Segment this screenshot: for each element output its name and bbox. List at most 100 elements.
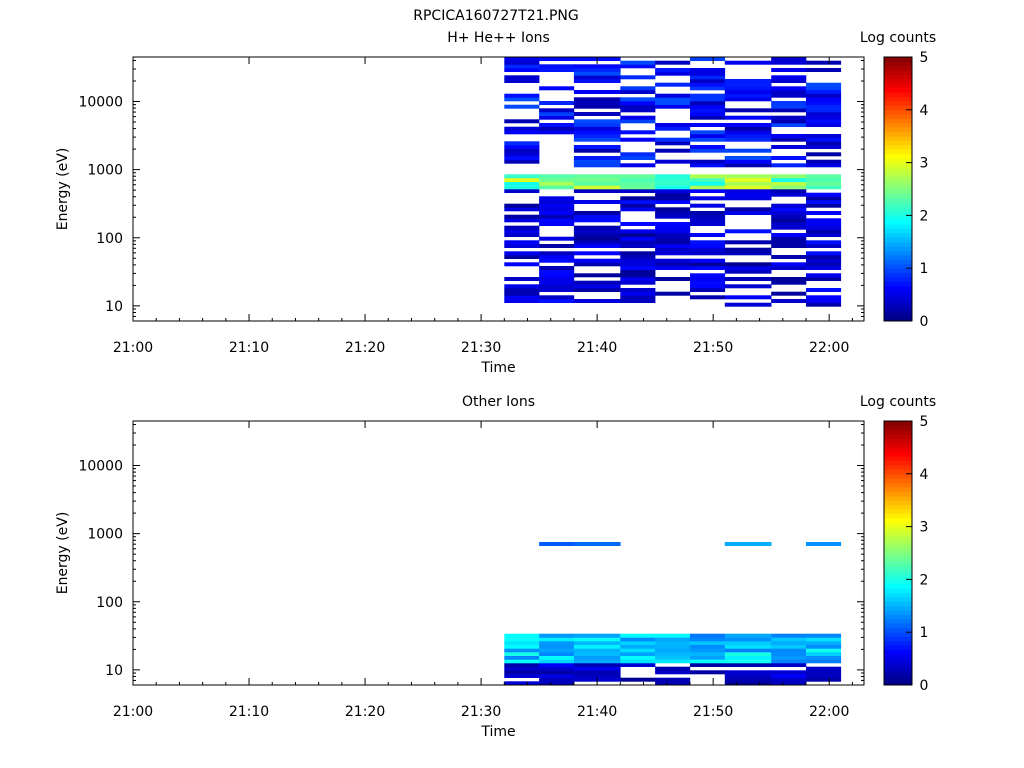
heatmap-cell	[573, 637, 621, 642]
heatmap-cell	[771, 178, 807, 182]
heatmap-cell	[771, 207, 807, 212]
heatmap-cell	[806, 677, 842, 682]
heatmap-cell	[806, 633, 842, 638]
colorbar-segment	[884, 509, 912, 514]
heatmap-cell	[620, 189, 656, 193]
heatmap-cell	[504, 291, 540, 296]
heatmap-cell	[724, 185, 772, 190]
heatmap-cell	[620, 633, 656, 638]
colorbar-segment	[884, 636, 912, 642]
colorbar-segment	[884, 268, 912, 273]
heatmap-cell	[504, 185, 540, 190]
heatmap-cell	[655, 123, 691, 127]
heatmap-cell	[573, 299, 621, 303]
heatmap-cell	[771, 291, 807, 296]
colorbar-segment	[884, 473, 912, 479]
colorbar-segment	[884, 671, 912, 677]
heatmap-cell	[539, 123, 575, 127]
colorbar-segment	[884, 619, 912, 624]
heatmap-cell	[504, 214, 540, 219]
heatmap-cell	[806, 163, 842, 168]
heatmap-cell	[539, 681, 575, 686]
heatmap-cell	[573, 284, 621, 289]
colorbar-segment	[884, 312, 912, 317]
x-tick-label: 21:40	[577, 340, 617, 356]
heatmap-cell	[539, 251, 575, 256]
colorbar-segment	[884, 162, 912, 168]
heatmap-cell	[504, 244, 540, 248]
heatmap-cell	[771, 240, 807, 245]
heatmap-cell	[724, 159, 772, 164]
colorbar-segment	[884, 513, 912, 519]
heatmap-cell	[655, 681, 691, 686]
heatmap-cell	[690, 174, 726, 179]
x-tick-label: 21:40	[577, 704, 617, 720]
heatmap-cell	[573, 236, 621, 241]
heatmap-cell	[690, 145, 726, 149]
colorbar-segment	[884, 583, 912, 589]
heatmap-cell	[724, 60, 772, 65]
colorbar-segment	[884, 299, 912, 304]
heatmap-cell	[504, 130, 540, 135]
heatmap-cell	[724, 677, 772, 682]
heatmap-cell	[690, 203, 726, 208]
heatmap-cell	[724, 637, 772, 642]
colorbar-segment	[884, 610, 912, 615]
heatmap-cell	[806, 115, 842, 120]
heatmap-cell	[620, 291, 656, 296]
heatmap-cell	[539, 181, 575, 186]
heatmap-cell	[539, 68, 575, 72]
colorbar-tick-label: 2	[920, 572, 929, 588]
heatmap-cell	[504, 93, 540, 98]
heatmap-cell	[724, 174, 772, 179]
colorbar-segment	[884, 70, 912, 75]
heatmap-cell	[573, 185, 621, 190]
heatmap-cell	[620, 222, 656, 226]
heatmap-cell	[655, 236, 691, 241]
colorbar-segment	[884, 197, 912, 203]
heatmap-cell	[655, 214, 691, 219]
heatmap-cell	[724, 652, 772, 656]
heatmap-cell	[690, 108, 726, 113]
colorbar-tick-label: 3	[920, 520, 929, 536]
colorbar-segment	[884, 118, 912, 124]
heatmap-cell	[690, 652, 726, 656]
heatmap-cell	[539, 648, 575, 653]
heatmap-cell	[724, 269, 772, 274]
colorbar: 0 1 2 3 4 5 Log counts	[860, 394, 936, 694]
heatmap-cell	[539, 112, 575, 116]
heatmap-cell	[655, 181, 691, 186]
colorbar-tick-label: 1	[920, 625, 929, 641]
heatmap-cell	[539, 266, 575, 270]
heatmap-cell	[690, 163, 726, 168]
heatmap-cell	[806, 302, 842, 307]
colorbar-segment	[884, 61, 912, 67]
colorbar-segment	[884, 649, 912, 655]
heatmap-cell	[504, 663, 540, 667]
heatmap-cell	[504, 255, 540, 259]
heatmap-cell	[690, 134, 726, 138]
heatmap-cell	[806, 273, 842, 278]
colorbar-segment	[884, 605, 912, 611]
heatmap-cell	[724, 251, 772, 256]
heatmap-cell	[806, 178, 842, 182]
heatmap-cell	[573, 655, 621, 660]
heatmap-cell	[620, 196, 656, 201]
heatmap-cell	[724, 681, 772, 686]
heatmap-cell	[690, 211, 726, 215]
heatmap-cell	[504, 652, 540, 656]
heatmap-cell	[573, 181, 621, 186]
heatmap-cell	[771, 644, 807, 649]
heatmap-cell	[620, 229, 656, 234]
colorbar-segment	[884, 83, 912, 89]
heatmap-cell	[539, 277, 575, 281]
heatmap-cell	[771, 277, 807, 281]
heatmap-cell	[806, 97, 842, 102]
heatmap-cell	[724, 86, 772, 91]
colorbar-segment	[884, 228, 912, 234]
colorbar-tick-label: 4	[920, 467, 929, 483]
heatmap-cell	[771, 189, 807, 193]
heatmap-cell	[724, 655, 772, 660]
y-tick-label: 100	[96, 231, 123, 247]
heatmap-cell	[655, 68, 691, 72]
